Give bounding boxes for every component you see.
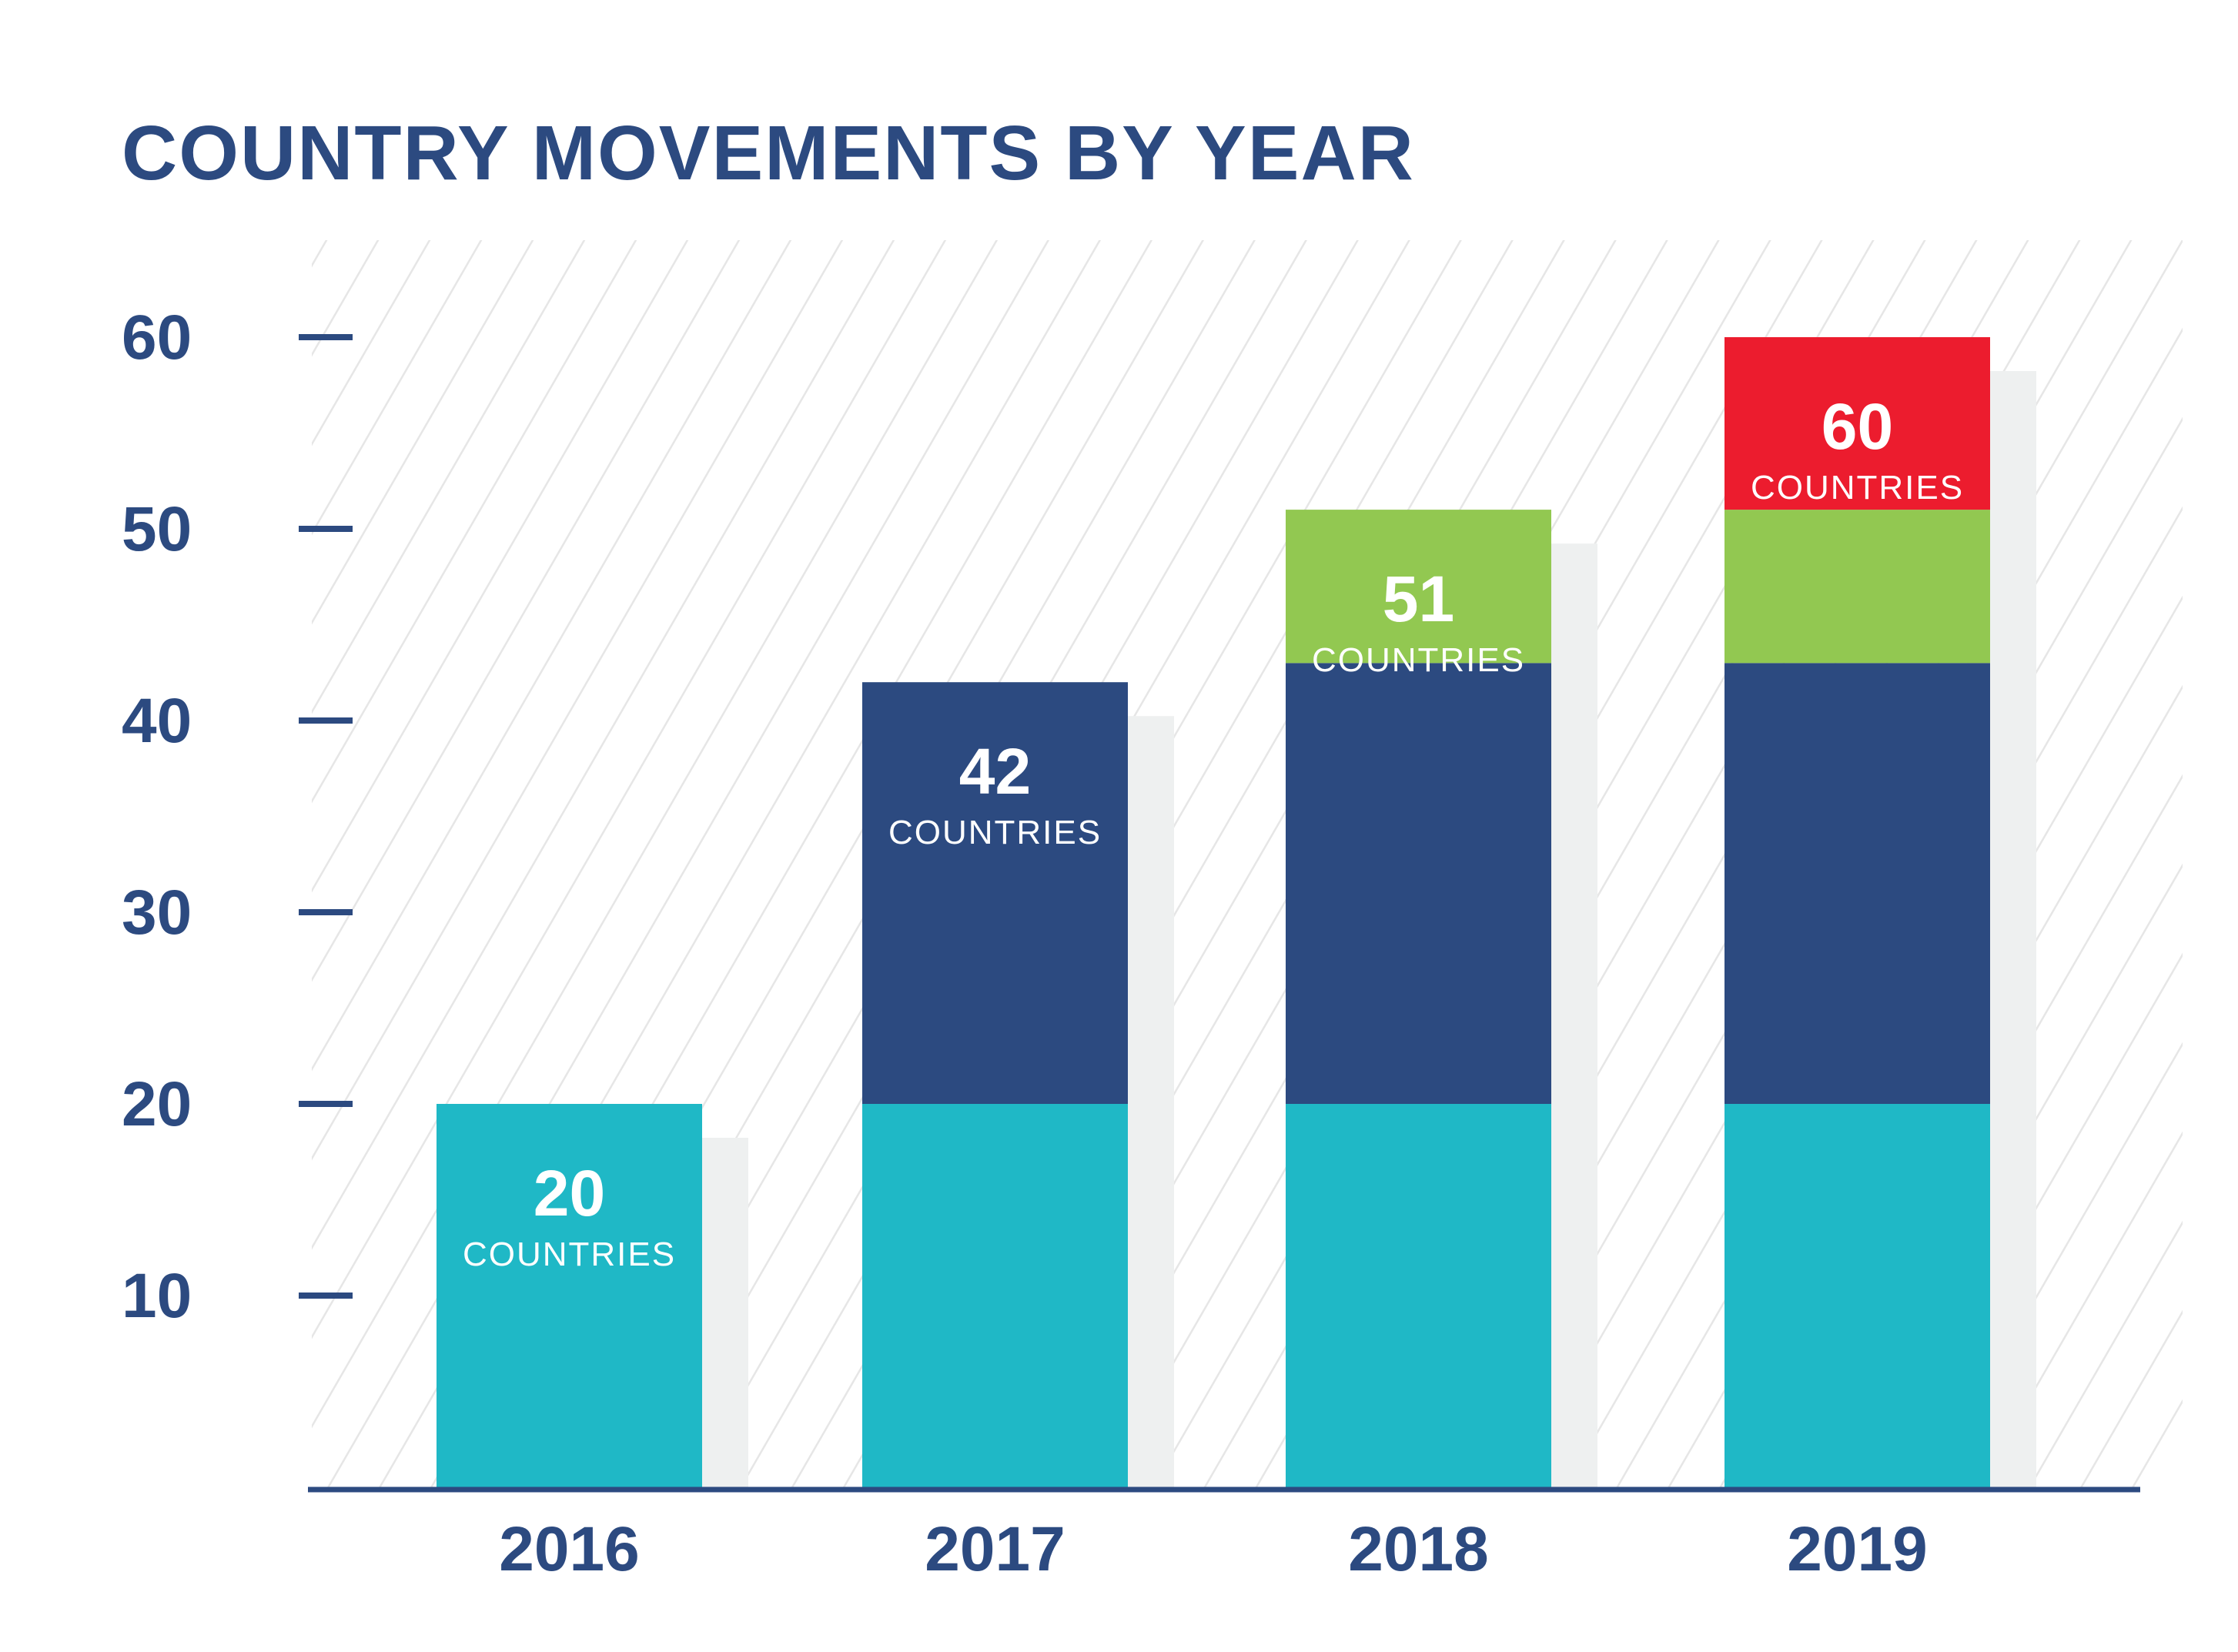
bar-label-number: 51 xyxy=(1383,563,1454,635)
y-tick-label: 10 xyxy=(122,1261,192,1331)
bar-segment-2019-2 xyxy=(1724,663,1990,1104)
y-tick-label: 30 xyxy=(122,878,192,948)
bar-label-number: 42 xyxy=(959,735,1031,808)
bars xyxy=(437,337,1990,1487)
x-tick-label: 2019 xyxy=(1787,1514,1927,1584)
bar-labels: 20 COUNTRIES 42 COUNTRIES 51 COUNTRIES 60 COUNT… xyxy=(463,390,1964,1273)
bar-segment-2018-2 xyxy=(1286,663,1551,1104)
bar-label-text: COUNTRIES xyxy=(1751,469,1964,507)
y-tick-label: 40 xyxy=(122,686,192,756)
bar-label-text: COUNTRIES xyxy=(888,814,1102,851)
x-tick-label: 2018 xyxy=(1348,1514,1488,1584)
bar-segment-2016-1 xyxy=(437,1104,702,1487)
x-axis: 2016 2017 2018 2019 xyxy=(499,1514,1927,1584)
bar-label-number: 20 xyxy=(534,1157,605,1229)
y-tick-label: 50 xyxy=(122,494,192,564)
bar-segment-2017-2 xyxy=(862,682,1128,1104)
x-tick-label: 2017 xyxy=(925,1514,1065,1584)
bar-segment-2018-3 xyxy=(1286,510,1551,664)
y-tick-label: 60 xyxy=(122,303,192,373)
bar-segment-2018-1 xyxy=(1286,1104,1551,1487)
chart-title: COUNTRY MOVEMENTS BY YEAR xyxy=(122,110,1415,196)
x-tick-label: 2016 xyxy=(499,1514,639,1584)
bar-segment-2019-3 xyxy=(1724,510,1990,664)
y-axis: 10 20 30 40 50 60 xyxy=(122,303,353,1331)
bar-segment-2019-4 xyxy=(1724,337,1990,510)
bar-segment-2019-1 xyxy=(1724,1104,1990,1487)
bar-segment-2017-1 xyxy=(862,1104,1128,1487)
y-tick-label: 20 xyxy=(122,1069,192,1139)
bar-label-text: COUNTRIES xyxy=(463,1236,676,1273)
bar-label-number: 60 xyxy=(1822,390,1893,463)
bar-label-text: COUNTRIES xyxy=(1312,641,1525,679)
